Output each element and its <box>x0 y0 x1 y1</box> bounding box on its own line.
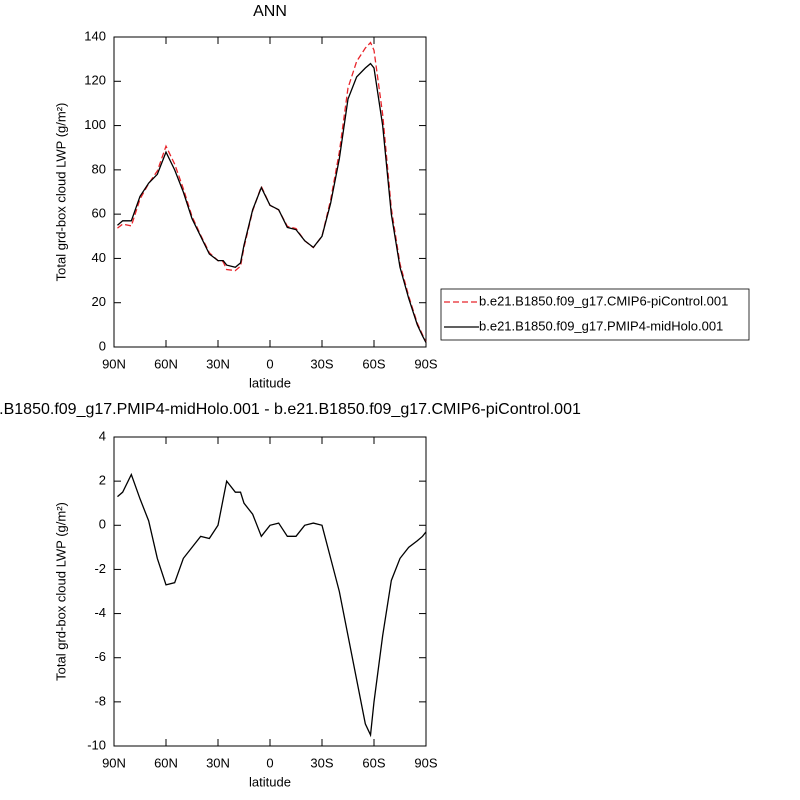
y-tick-label: -6 <box>94 649 106 664</box>
y-tick-label: 0 <box>99 338 106 353</box>
y-tick-label: 100 <box>84 117 106 132</box>
x-tick-label: 90N <box>102 755 126 770</box>
plot-frame <box>113 36 427 348</box>
x-tick-label: 60N <box>154 356 178 371</box>
legend-box <box>440 288 750 341</box>
x-tick-label: 90S <box>414 755 437 770</box>
y-tick-label: 4 <box>99 428 106 443</box>
x-tick-label: 90S <box>414 356 437 371</box>
legend-label: b.e21.B1850.f09_g17.PMIP4-midHolo.001 <box>479 318 723 333</box>
y-axis-label: Total grd-box cloud LWP (g/m²) <box>53 502 68 681</box>
y-tick-label: 140 <box>84 28 106 43</box>
x-tick-label: 60N <box>154 755 178 770</box>
y-tick-label: -10 <box>87 737 106 752</box>
data-line <box>117 472 427 738</box>
x-tick-label: 0 <box>266 356 273 371</box>
data-line <box>117 41 427 343</box>
plot-frame <box>113 436 427 747</box>
y-tick-label: 80 <box>92 161 106 176</box>
x-axis-label: latitude <box>249 774 291 789</box>
x-tick-label: 30S <box>310 755 333 770</box>
y-tick-label: 60 <box>92 206 106 221</box>
data-line <box>117 62 427 343</box>
y-tick-label: 120 <box>84 73 106 88</box>
y-tick-label: 40 <box>92 250 106 265</box>
y-axis-label: Total grd-box cloud LWP (g/m²) <box>53 103 68 282</box>
x-tick-label: 60S <box>362 356 385 371</box>
x-axis-label: latitude <box>249 375 291 390</box>
y-tick-label: -2 <box>94 561 106 576</box>
x-tick-label: 0 <box>266 755 273 770</box>
x-tick-label: 30S <box>310 356 333 371</box>
y-tick-label: 20 <box>92 294 106 309</box>
x-tick-label: 30N <box>206 755 230 770</box>
legend-label: b.e21.B1850.f09_g17.CMIP6-piControl.001 <box>479 293 728 308</box>
y-tick-label: 2 <box>99 473 106 488</box>
y-tick-label: -4 <box>94 605 106 620</box>
x-tick-label: 60S <box>362 755 385 770</box>
y-tick-label: 0 <box>99 517 106 532</box>
chart-title: ANN <box>253 3 287 20</box>
x-tick-label: 90N <box>102 356 126 371</box>
chart-title: b.e21.B1850.f09_g17.PMIP4-midHolo.001 - … <box>0 401 581 418</box>
y-tick-label: -8 <box>94 693 106 708</box>
x-tick-label: 30N <box>206 356 230 371</box>
